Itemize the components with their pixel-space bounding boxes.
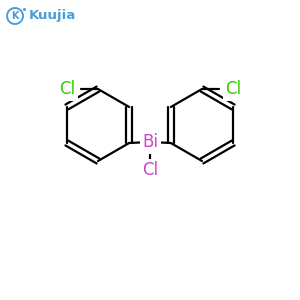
Text: Cl: Cl: [225, 80, 241, 98]
Text: Kuujia: Kuujia: [29, 10, 76, 22]
Text: Cl: Cl: [142, 161, 158, 179]
Text: K: K: [11, 11, 19, 21]
Text: Bi: Bi: [142, 133, 158, 151]
Text: Cl: Cl: [59, 80, 75, 98]
